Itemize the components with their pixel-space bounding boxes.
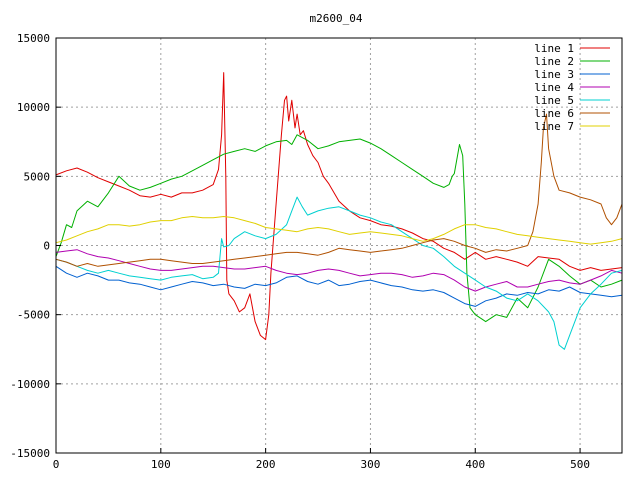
y-tick-label: 10000 <box>17 101 50 114</box>
legend-label-7: line 7 <box>534 120 574 133</box>
series-line-6 <box>55 113 623 267</box>
y-tick-label: -5000 <box>17 309 50 322</box>
y-tick-label: 15000 <box>17 32 50 45</box>
x-tick-label: 0 <box>53 458 60 471</box>
chart-title: m2600_04 <box>310 12 363 25</box>
x-tick-label: 400 <box>465 458 485 471</box>
legend-label-6: line 6 <box>534 107 574 120</box>
x-axis-ticks: 0 100 200 300 400 500 <box>53 448 590 471</box>
x-tick-label: 300 <box>361 458 381 471</box>
legend-label-5: line 5 <box>534 94 574 107</box>
y-axis-ticks: -15000 -10000 -5000 0 5000 10000 15000 <box>10 32 61 460</box>
series-line-5 <box>55 196 623 350</box>
legend-label-2: line 2 <box>534 55 574 68</box>
legend-label-3: line 3 <box>534 68 574 81</box>
series-line-1 <box>55 72 623 341</box>
legend-label-4: line 4 <box>534 81 574 94</box>
y-tick-label: 5000 <box>24 170 51 183</box>
y-tick-label: -10000 <box>10 378 50 391</box>
series-line-3 <box>55 265 623 307</box>
y-tick-label: -15000 <box>10 447 50 460</box>
legend-label-1: line 1 <box>534 42 574 55</box>
series-lines <box>55 72 623 350</box>
series-line-7 <box>55 216 623 245</box>
series-line-4 <box>55 249 623 292</box>
x-tick-label: 500 <box>570 458 590 471</box>
x-tick-label: 200 <box>256 458 276 471</box>
y-tick-label: 0 <box>43 240 50 253</box>
series-line-2 <box>55 134 623 323</box>
x-tick-label: 100 <box>151 458 171 471</box>
